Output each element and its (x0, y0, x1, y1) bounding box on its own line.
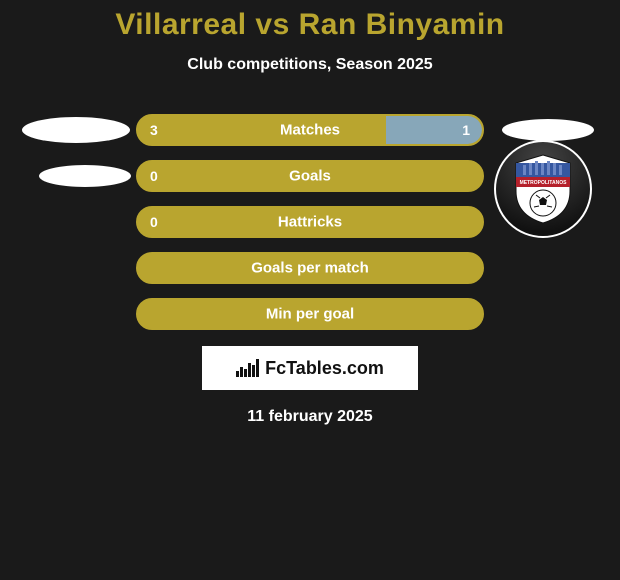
comparison-infographic: Villarreal vs Ran Binyamin Club competit… (0, 0, 620, 426)
left-badge-slot (16, 252, 136, 284)
team-placeholder-ellipse (39, 165, 131, 187)
stat-row: Hattricks 0 (0, 206, 620, 238)
subtitle: Club competitions, Season 2025 (0, 56, 620, 74)
right-badge-slot: METROPOLITANOS (484, 160, 604, 192)
stats-rows: Matches31Goals0 METROPOLITANOS Hatt (0, 114, 620, 330)
stat-label: Goals per match (251, 260, 369, 277)
stat-bar: Goals 0 (136, 160, 484, 192)
team-placeholder-ellipse (22, 117, 130, 143)
stat-bar: Goals per match (136, 252, 484, 284)
stat-left-value: 0 (150, 214, 158, 230)
stat-row: Min per goal (0, 298, 620, 330)
stat-label: Min per goal (266, 306, 354, 323)
stat-left-value: 3 (150, 122, 158, 138)
left-badge-slot (16, 114, 136, 146)
svg-text:METROPOLITANOS: METROPOLITANOS (520, 180, 568, 186)
stat-bar: Min per goal (136, 298, 484, 330)
stat-row: Goals 0 METROPOLITANOS (0, 160, 620, 192)
right-badge-slot (484, 298, 604, 330)
stat-bar: Hattricks 0 (136, 206, 484, 238)
watermark-text: FcTables.com (265, 358, 384, 379)
stat-label: Matches (280, 122, 340, 139)
right-badge-slot (484, 206, 604, 238)
left-badge-slot (16, 206, 136, 238)
bar-chart-icon (236, 359, 259, 377)
stat-right-value: 1 (462, 122, 470, 138)
watermark: FcTables.com (202, 346, 418, 390)
team-placeholder-ellipse (502, 119, 594, 141)
page-title: Villarreal vs Ran Binyamin (0, 8, 620, 42)
stat-label: Goals (289, 168, 331, 185)
stat-bar: Matches 3 1 (136, 114, 484, 146)
stat-label: Hattricks (278, 214, 342, 231)
right-badge-slot (484, 252, 604, 284)
stat-row: Goals per match (0, 252, 620, 284)
left-badge-slot (16, 298, 136, 330)
stat-left-value: 0 (150, 168, 158, 184)
left-badge-slot (16, 160, 136, 192)
date-label: 11 february 2025 (0, 408, 620, 426)
stat-row: Matches 3 1 (0, 114, 620, 146)
